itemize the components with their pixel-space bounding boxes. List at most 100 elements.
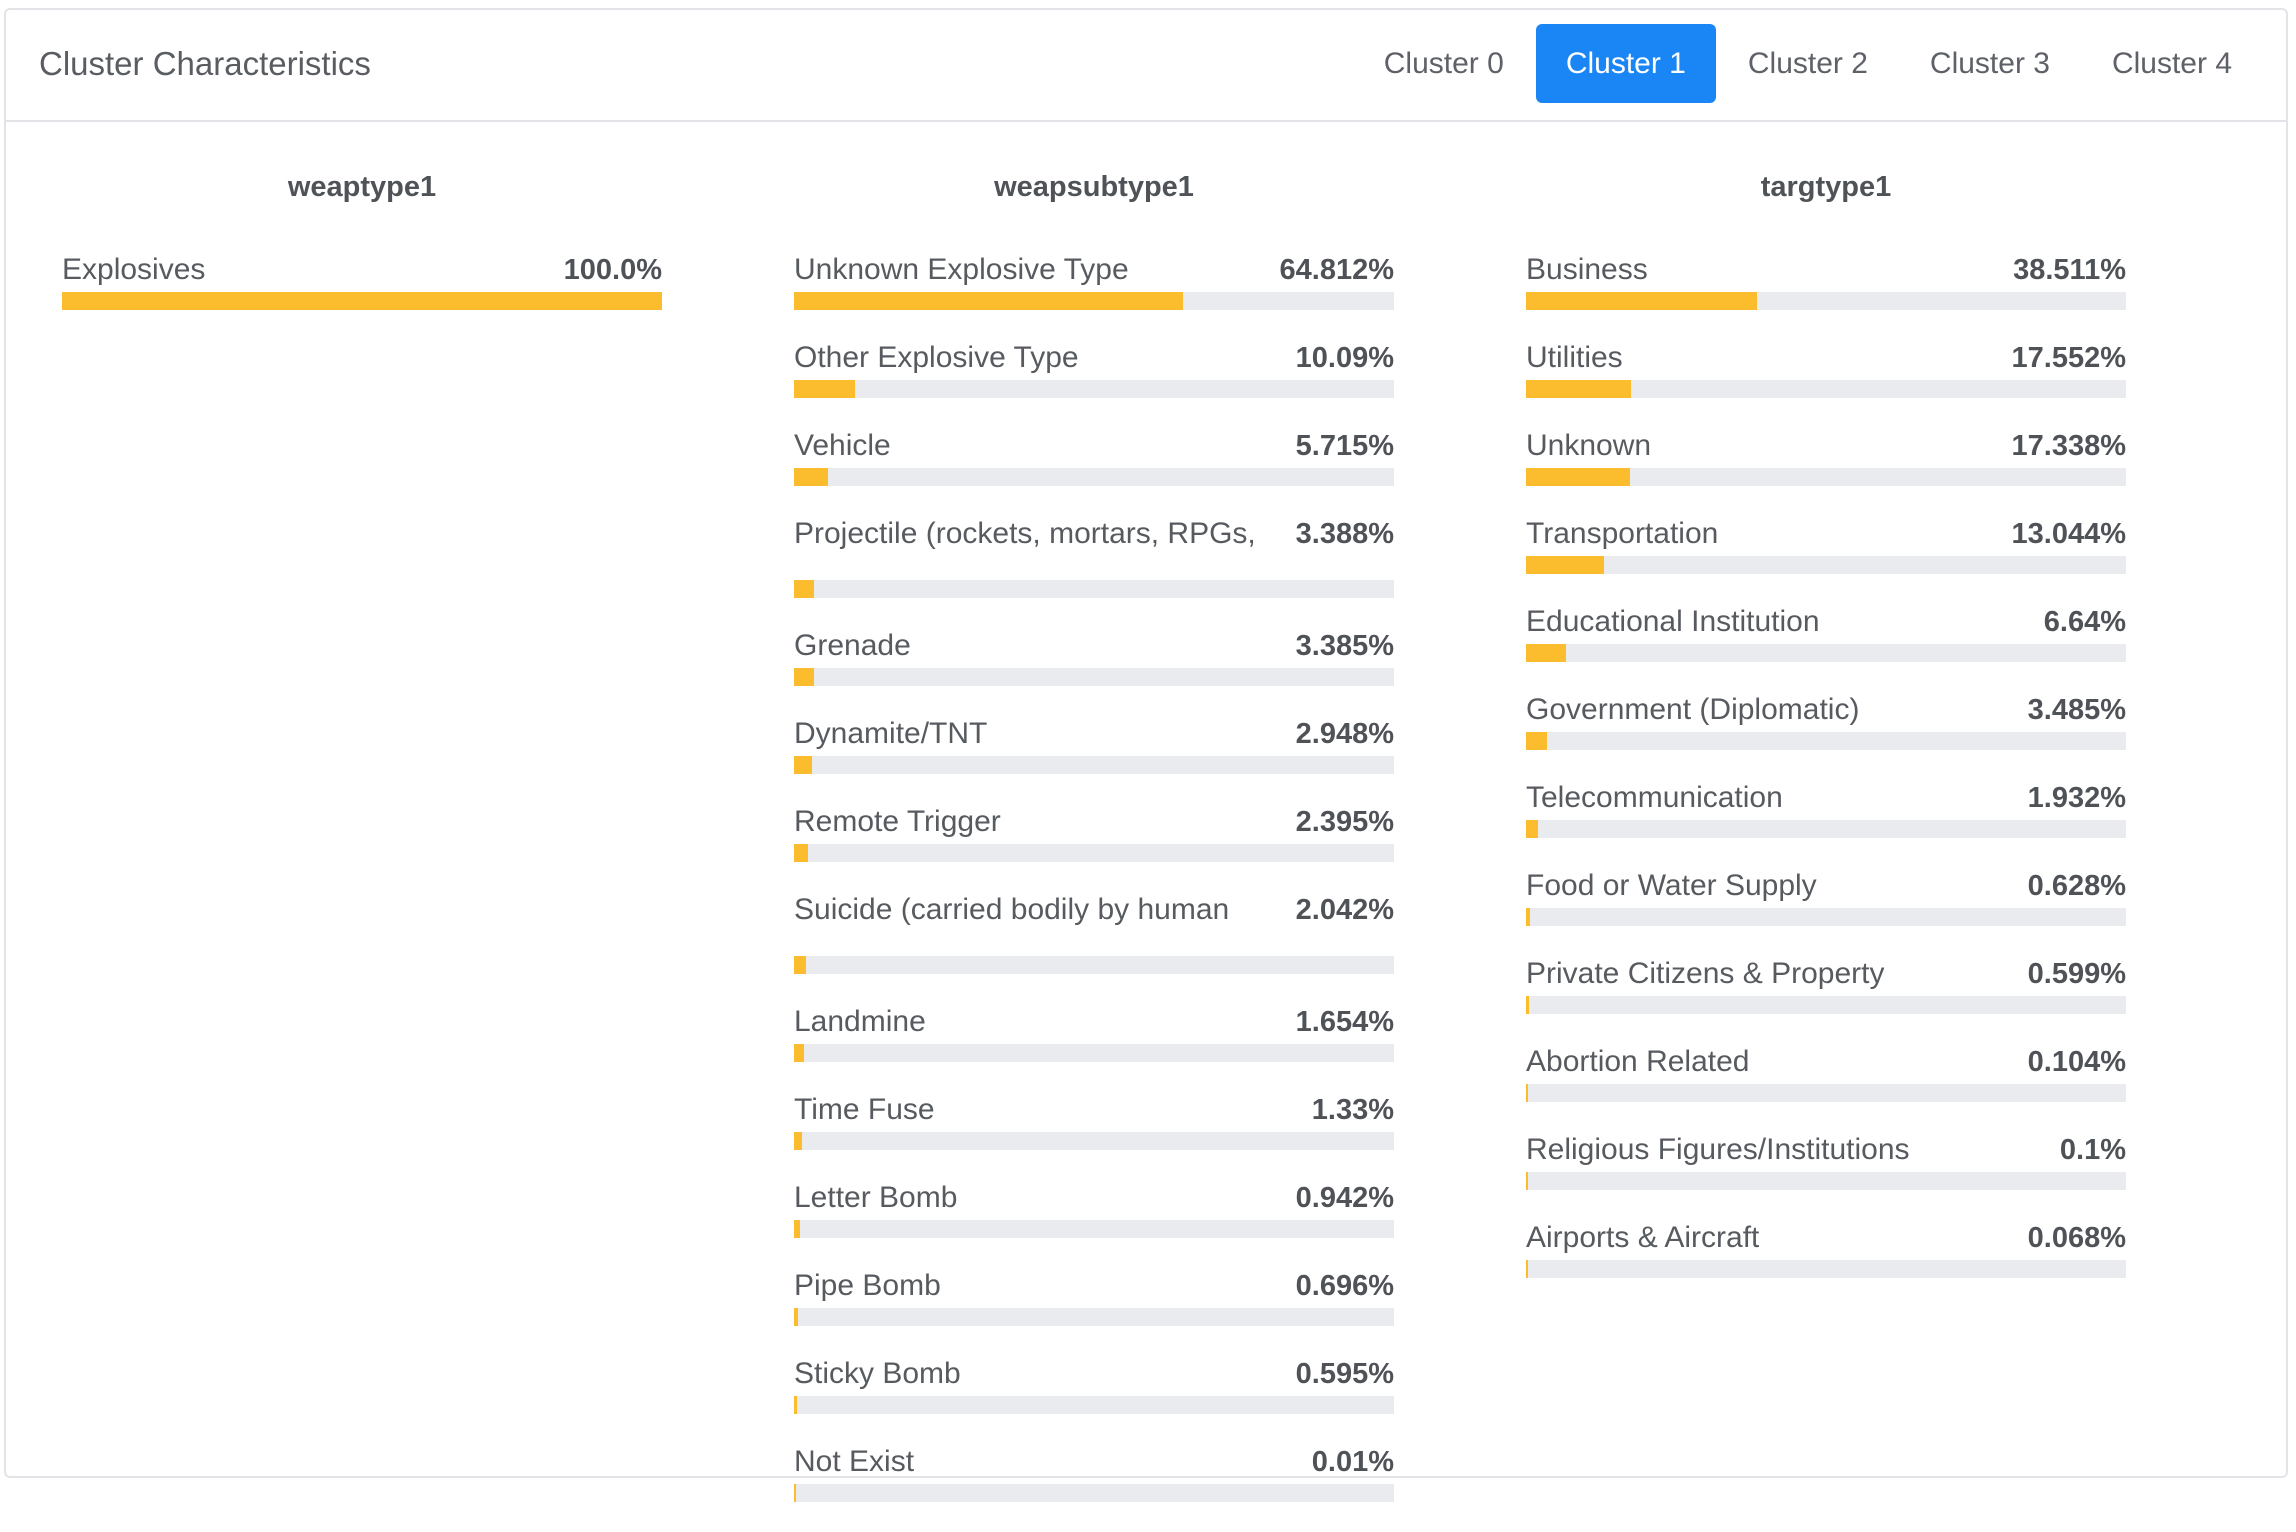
item-label: Not Exist [794,1445,915,1478]
list-item: Remote Trigger 2.395% [794,804,1394,862]
progress-bar-fill [794,1484,796,1502]
progress-bar-track [794,668,1394,686]
column-weapsubtype1: weapsubtype1 Unknown Explosive Type 64.81… [794,170,1394,1532]
item-header: Transportation 13.044% [1526,516,2126,552]
item-header: Unknown 17.338% [1526,428,2126,464]
progress-bar-track [1526,556,2126,574]
item-percentage: 2.395% [1295,806,1394,838]
list-item: Explosives 100.0% [62,252,662,310]
item-list: Explosives 100.0% [62,252,662,310]
column-title: weapsubtype1 [994,171,1194,203]
list-item: Other Explosive Type 10.09% [794,340,1394,398]
column-title: targtype1 [1760,171,1892,203]
item-percentage: 0.696% [1295,1270,1394,1302]
item-label: Vehicle [794,429,891,462]
progress-bar-track [1526,908,2126,926]
item-header: Grenade 3.385% [794,628,1394,664]
progress-bar-track [794,844,1394,862]
feature-columns: weaptype1 Explosives 100.0% weapsubtype1 … [62,170,2126,1532]
progress-bar-track [62,292,662,310]
card-title: Cluster Characteristics [39,45,371,82]
item-header: Dynamite/TNT 2.948% [794,716,1394,752]
item-header: Not Exist 0.01% [794,1444,1394,1480]
item-label: Private Citizens & Property [1526,957,1885,990]
tab-cluster-3[interactable]: Cluster 3 [1929,46,2050,80]
item-label: Food or Water Supply [1526,869,1817,902]
tab-cluster-1[interactable]: Cluster 1 [1535,24,1716,103]
list-item: Grenade 3.385% [794,628,1394,686]
item-percentage: 1.33% [1311,1094,1394,1126]
cluster-characteristics-card: Cluster Characteristics Cluster 0 Cluste… [4,8,2288,1502]
column-targtype1: targtype1 Business 38.511% Utilities 17.552… [1526,170,2126,1532]
progress-bar-fill [794,580,815,598]
progress-bar-track [794,956,1394,974]
item-percentage: 38.511% [2013,254,2126,286]
card-header: Cluster Characteristics Cluster 0 Cluste… [6,10,2286,122]
item-label: Dynamite/TNT [794,717,988,750]
item-label: Letter Bomb [794,1181,958,1214]
item-header: Airports & Aircraft 0.068% [1526,1220,2126,1256]
item-percentage: 1.654% [1295,1006,1394,1038]
list-item: Government (Diplomatic) 3.485% [1526,692,2126,750]
list-item: Landmine 1.654% [794,1004,1394,1062]
item-percentage: 3.485% [2027,694,2126,726]
item-percentage: 2.042% [1295,894,1394,926]
list-item: Unknown Explosive Type 64.812% [794,252,1394,310]
item-label: Airports & Aircraft [1526,1221,1760,1254]
item-label: Business [1526,253,1648,286]
progress-bar-fill [1526,1172,1528,1190]
progress-bar-fill [1526,732,1547,750]
list-item: Transportation 13.044% [1526,516,2126,574]
item-percentage: 1.932% [2027,782,2126,814]
progress-bar-track [1526,732,2126,750]
item-label: Remote Trigger [794,805,1001,838]
item-percentage: 0.942% [1295,1182,1394,1214]
item-header: Suicide (carried bodily by human 2.042% [794,892,1394,952]
item-percentage: 0.628% [2027,870,2126,902]
item-label: Landmine [794,1005,926,1038]
progress-bar-fill [794,1308,799,1326]
progress-bar-fill [1526,820,1538,838]
item-percentage: 3.385% [1295,630,1394,662]
item-label: Religious Figures/Institutions [1526,1133,1910,1166]
item-percentage: 0.599% [2027,958,2126,990]
item-label: Explosives [62,253,206,286]
tab-cluster-4[interactable]: Cluster 4 [2111,46,2232,80]
item-header: Vehicle 5.715% [794,428,1394,464]
item-percentage: 2.948% [1295,718,1394,750]
item-label: Grenade [794,629,911,662]
item-percentage: 0.104% [2027,1046,2126,1078]
progress-bar-fill [794,380,855,398]
progress-bar-fill [794,468,829,486]
list-item: Time Fuse 1.33% [794,1092,1394,1150]
progress-bar-fill [794,1044,804,1062]
column-title: weaptype1 [287,171,437,203]
list-item: Educational Institution 6.64% [1526,604,2126,662]
tab-cluster-0[interactable]: Cluster 0 [1383,46,1504,80]
progress-bar-fill [1526,1260,1528,1278]
progress-bar-track [1526,380,2126,398]
progress-bar-track [794,756,1394,774]
item-percentage: 10.09% [1295,342,1394,374]
item-label: Sticky Bomb [794,1357,961,1390]
progress-bar-track [1526,644,2126,662]
list-item: Not Exist 0.01% [794,1444,1394,1502]
item-header: Pipe Bomb 0.696% [794,1268,1394,1304]
item-header: Government (Diplomatic) 3.485% [1526,692,2126,728]
item-label: Transportation [1526,517,1719,550]
progress-bar-fill [794,292,1183,310]
item-header: Business 38.511% [1526,252,2126,288]
list-item: Pipe Bomb 0.696% [794,1268,1394,1326]
item-header: Religious Figures/Institutions 0.1% [1526,1132,2126,1168]
list-item: Food or Water Supply 0.628% [1526,868,2126,926]
tab-cluster-2[interactable]: Cluster 2 [1747,46,1868,80]
progress-bar-track [794,1044,1394,1062]
progress-bar-track [1526,1172,2126,1190]
item-label: Educational Institution [1526,605,1820,638]
list-item: Unknown 17.338% [1526,428,2126,486]
progress-bar-fill [1526,292,1758,310]
progress-bar-track [794,1484,1394,1502]
progress-bar-track [794,580,1394,598]
item-label: Suicide (carried bodily by human [794,893,1230,926]
progress-bar-track [794,380,1394,398]
